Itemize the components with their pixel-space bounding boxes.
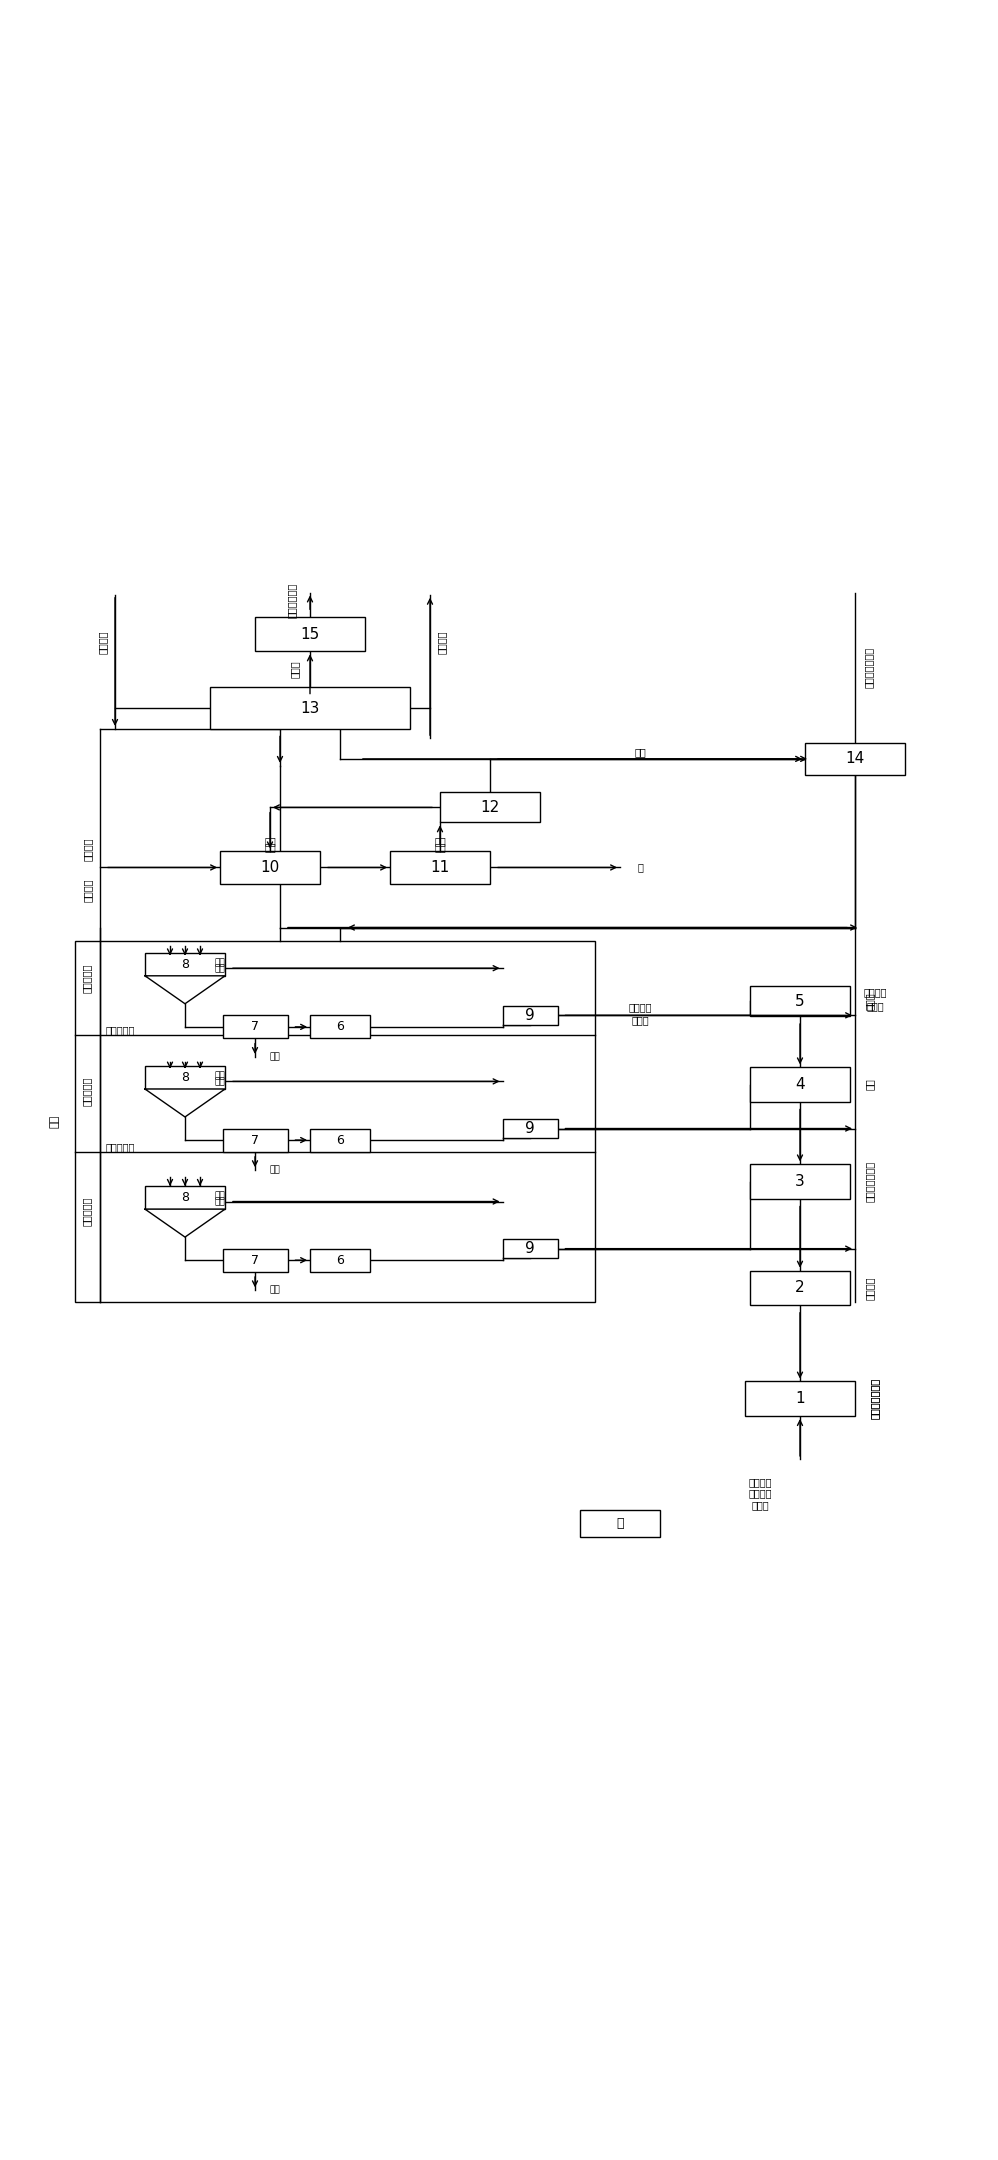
Bar xyxy=(503,1240,558,1257)
Text: 进料: 进料 xyxy=(215,1197,226,1205)
Text: 浓缩废水: 浓缩废水 xyxy=(629,1002,652,1013)
Text: 7: 7 xyxy=(251,1253,259,1266)
Bar xyxy=(220,851,320,883)
Bar xyxy=(503,1119,558,1138)
Text: 蒸汽: 蒸汽 xyxy=(264,836,275,847)
Text: 13: 13 xyxy=(300,700,319,715)
Text: 高盐废液: 高盐废液 xyxy=(83,838,93,860)
Bar xyxy=(255,618,365,652)
Bar xyxy=(145,1186,225,1210)
Text: 蒸汽: 蒸汽 xyxy=(215,1071,226,1080)
Text: 结晶: 结晶 xyxy=(264,842,275,853)
Text: 蒸发二效组: 蒸发二效组 xyxy=(106,1143,135,1151)
Text: 微冷冻: 微冷冻 xyxy=(865,994,875,1011)
Bar xyxy=(223,1015,287,1039)
Bar xyxy=(223,1248,287,1272)
Text: 5: 5 xyxy=(795,994,804,1009)
Text: 6: 6 xyxy=(336,1134,344,1147)
Bar xyxy=(75,942,595,1302)
Text: 8: 8 xyxy=(181,957,189,970)
Text: 冷却进水: 冷却进水 xyxy=(98,631,108,654)
Text: 烟气: 烟气 xyxy=(50,1115,60,1128)
Text: 8: 8 xyxy=(181,1190,189,1205)
Bar xyxy=(440,793,540,823)
Text: 蒸汽: 蒸汽 xyxy=(215,1192,226,1201)
Polygon shape xyxy=(145,1210,225,1238)
Text: 蒸汽: 蒸汽 xyxy=(434,836,446,847)
Bar xyxy=(745,1382,855,1417)
Text: 11: 11 xyxy=(430,860,450,875)
Bar xyxy=(310,1248,370,1272)
Text: 冷冻水: 冷冻水 xyxy=(751,1499,768,1510)
Bar xyxy=(223,1128,287,1151)
Bar xyxy=(145,1067,225,1089)
Text: 凝结水回收利用: 凝结水回收利用 xyxy=(864,648,874,689)
Bar xyxy=(750,1270,850,1305)
Text: 9: 9 xyxy=(525,1009,535,1024)
Bar xyxy=(580,1510,660,1538)
Text: 6: 6 xyxy=(336,1253,344,1266)
Text: 14: 14 xyxy=(845,752,864,767)
Text: 蒸发一效组: 蒸发一效组 xyxy=(82,1197,92,1227)
Bar xyxy=(503,1007,558,1024)
Polygon shape xyxy=(145,976,225,1004)
Text: 9: 9 xyxy=(525,1121,535,1136)
Bar xyxy=(310,1015,370,1039)
Bar xyxy=(310,1128,370,1151)
Text: 10: 10 xyxy=(260,860,279,875)
Text: 不凝气: 不凝气 xyxy=(290,661,300,678)
Bar xyxy=(750,987,850,1017)
Text: 进料: 进料 xyxy=(215,1078,226,1086)
Text: 二段蒸发: 二段蒸发 xyxy=(865,1277,875,1300)
Text: 9: 9 xyxy=(525,1242,535,1257)
Text: 冷却回水: 冷却回水 xyxy=(437,631,447,654)
Text: 水: 水 xyxy=(616,1516,624,1529)
Text: 进料: 进料 xyxy=(215,963,226,972)
Text: 蒸发二效组: 蒸发二效组 xyxy=(82,1078,92,1106)
Text: 6: 6 xyxy=(336,1020,344,1032)
Text: 废料: 废料 xyxy=(269,1166,280,1175)
Text: 15: 15 xyxy=(300,626,319,642)
Text: 7: 7 xyxy=(251,1020,259,1032)
Text: 一段蒸发结晶线: 一段蒸发结晶线 xyxy=(870,1378,880,1419)
Text: 7: 7 xyxy=(251,1134,259,1147)
Bar xyxy=(210,687,410,728)
Text: 处理装置: 处理装置 xyxy=(748,1488,771,1499)
Text: 冷冻进水: 冷冻进水 xyxy=(863,987,887,998)
Text: 淡水: 淡水 xyxy=(634,747,646,756)
Text: 冷冻水: 冷冻水 xyxy=(866,1000,884,1011)
Text: 结晶: 结晶 xyxy=(434,842,446,853)
Bar xyxy=(805,743,905,775)
Text: 8: 8 xyxy=(181,1071,189,1084)
Bar xyxy=(145,953,225,976)
Text: 废料: 废料 xyxy=(269,1285,280,1294)
Text: 二段蒸发结晶线: 二段蒸发结晶线 xyxy=(865,1162,875,1203)
Text: 3: 3 xyxy=(795,1175,804,1190)
Bar xyxy=(750,1164,850,1199)
Text: 一段蒸发结晶线: 一段蒸发结晶线 xyxy=(870,1378,880,1419)
Text: 盐: 盐 xyxy=(637,862,643,873)
Text: 蒸发三效组: 蒸发三效组 xyxy=(82,963,92,994)
Text: 脱硫废水: 脱硫废水 xyxy=(748,1477,771,1486)
Text: 4: 4 xyxy=(795,1078,804,1093)
Bar xyxy=(750,1067,850,1102)
Text: 蒸发三效组: 蒸发三效组 xyxy=(106,1026,135,1035)
Text: 一次蒸汽: 一次蒸汽 xyxy=(83,879,93,903)
Bar xyxy=(390,851,490,883)
Text: 冷换水: 冷换水 xyxy=(631,1015,649,1026)
Text: 不凝气除尘器: 不凝气除尘器 xyxy=(287,583,297,618)
Text: 2: 2 xyxy=(795,1281,804,1296)
Text: 浓缩: 浓缩 xyxy=(865,1078,875,1091)
Text: 12: 12 xyxy=(480,799,500,814)
Polygon shape xyxy=(145,1089,225,1117)
Text: 蒸汽: 蒸汽 xyxy=(215,957,226,968)
Text: 废料: 废料 xyxy=(269,1052,280,1061)
Text: 1: 1 xyxy=(795,1391,804,1406)
